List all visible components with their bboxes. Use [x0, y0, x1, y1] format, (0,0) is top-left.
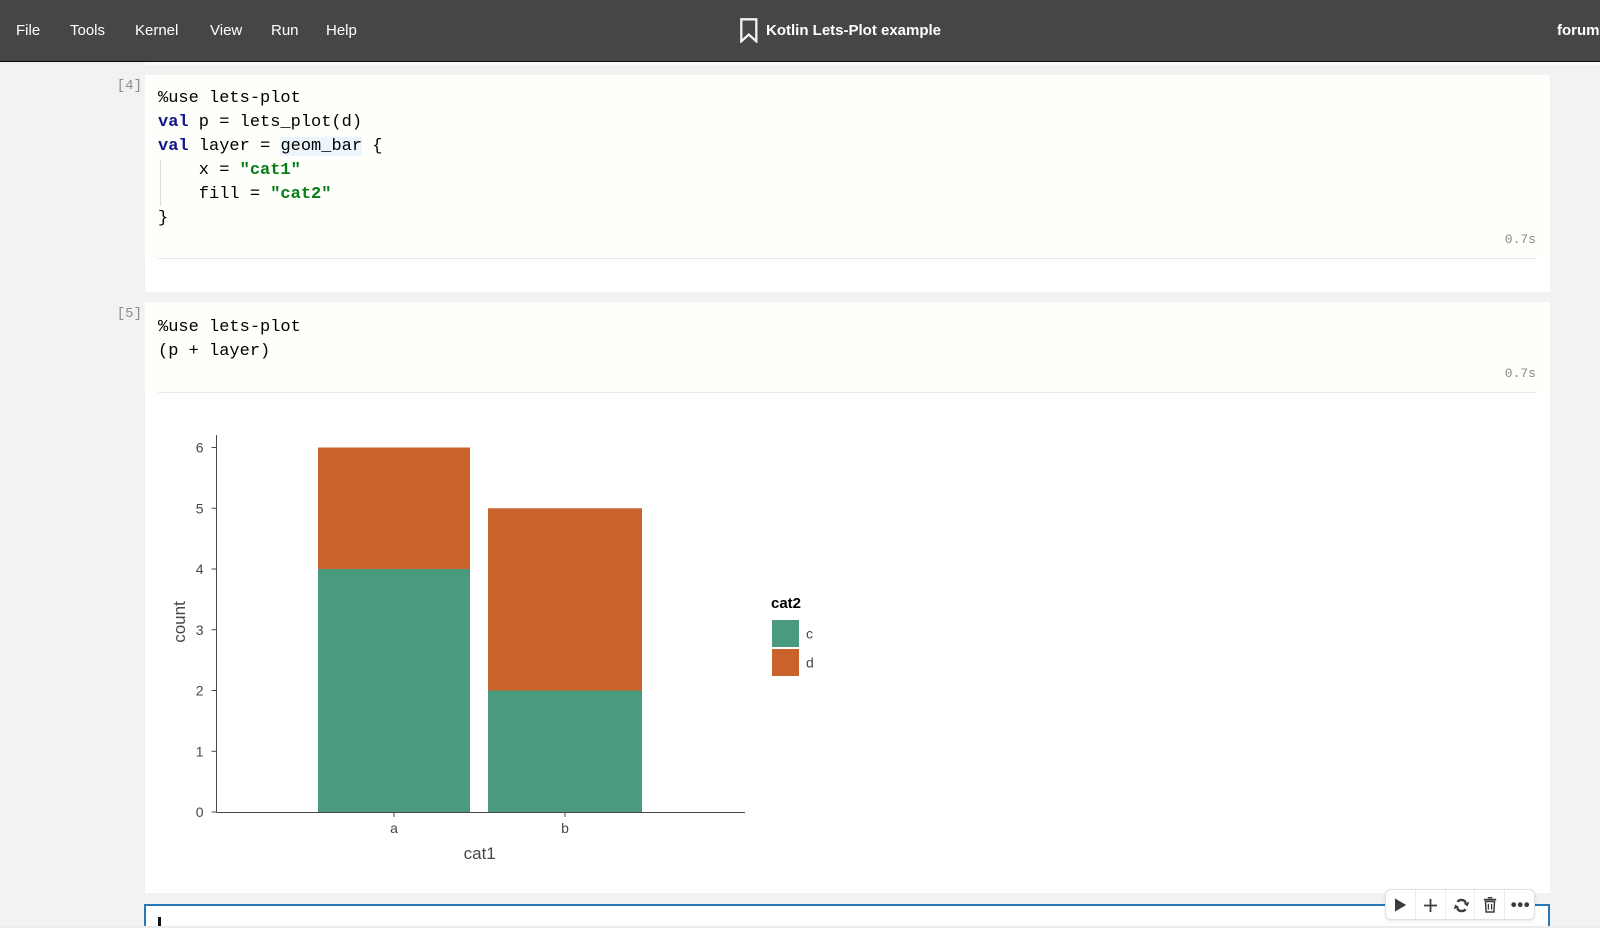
svg-text:4: 4 [196, 561, 204, 577]
svg-text:c: c [806, 626, 813, 642]
svg-text:0: 0 [196, 804, 204, 820]
svg-text:1: 1 [196, 743, 204, 759]
svg-text:cat1: cat1 [464, 844, 496, 863]
svg-text:5: 5 [196, 500, 204, 516]
svg-text:6: 6 [196, 440, 204, 456]
svg-text:3: 3 [196, 622, 204, 638]
svg-text:a: a [390, 820, 398, 836]
svg-text:b: b [561, 820, 569, 836]
svg-text:cat2: cat2 [771, 595, 801, 612]
svg-text:2: 2 [196, 683, 204, 699]
svg-text:count: count [170, 601, 189, 643]
svg-text:d: d [806, 655, 814, 671]
